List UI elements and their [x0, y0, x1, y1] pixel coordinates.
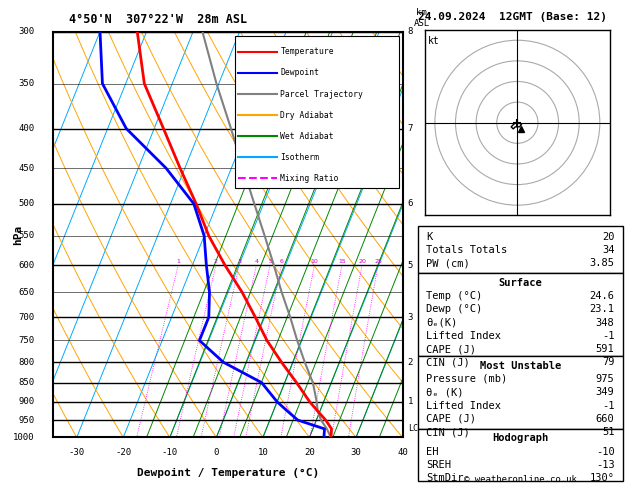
Text: Dewpoint: Dewpoint [281, 69, 320, 77]
Text: -1: -1 [602, 331, 615, 341]
Text: CAPE (J): CAPE (J) [426, 414, 476, 424]
Text: SREH: SREH [426, 460, 452, 470]
Bar [418, 273, 623, 356]
Text: 20: 20 [358, 259, 366, 264]
Text: 600: 600 [18, 260, 34, 270]
Text: 400: 400 [18, 124, 34, 133]
Text: kt: kt [428, 35, 440, 46]
Text: 10: 10 [311, 259, 318, 264]
Text: 24.09.2024  12GMT (Base: 12): 24.09.2024 12GMT (Base: 12) [418, 12, 607, 22]
Text: Lifted Index: Lifted Index [426, 400, 501, 411]
Bar [235, 35, 399, 188]
Text: 591: 591 [596, 344, 615, 354]
Text: 40: 40 [397, 448, 408, 456]
Text: -10: -10 [162, 448, 178, 456]
Text: 0: 0 [214, 448, 219, 456]
Text: EH: EH [426, 447, 439, 457]
Text: 650: 650 [18, 288, 34, 296]
Text: Wet Adiabat: Wet Adiabat [281, 132, 334, 141]
Text: CIN (J): CIN (J) [426, 357, 470, 367]
Text: -20: -20 [115, 448, 131, 456]
Text: 34: 34 [602, 245, 615, 255]
Text: Dewp (°C): Dewp (°C) [426, 304, 482, 314]
Text: Temperature: Temperature [281, 47, 334, 56]
Text: 7: 7 [408, 124, 413, 133]
Bar [418, 226, 623, 273]
Text: θₑ (K): θₑ (K) [426, 387, 464, 397]
Text: 348: 348 [596, 317, 615, 328]
Text: Dry Adiabat: Dry Adiabat [281, 111, 334, 120]
Text: 349: 349 [596, 387, 615, 397]
Text: -30: -30 [69, 448, 85, 456]
Text: 3.85: 3.85 [589, 259, 615, 268]
Text: 20: 20 [304, 448, 315, 456]
Text: 4: 4 [254, 259, 259, 264]
Text: Lifted Index: Lifted Index [426, 331, 501, 341]
Text: 800: 800 [18, 358, 34, 367]
Text: 850: 850 [18, 378, 34, 387]
Text: 550: 550 [18, 231, 34, 241]
Text: 15: 15 [338, 259, 346, 264]
Text: Temp (°C): Temp (°C) [426, 291, 482, 301]
Text: 25: 25 [374, 259, 382, 264]
Bar [418, 356, 623, 429]
Text: 6: 6 [408, 199, 413, 208]
Text: Mixing Ratio: Mixing Ratio [281, 174, 339, 183]
Text: -10: -10 [596, 447, 615, 457]
Text: 500: 500 [18, 199, 34, 208]
Bar [418, 429, 623, 481]
Text: -13: -13 [596, 460, 615, 470]
Text: 300: 300 [18, 27, 34, 36]
Text: 5: 5 [268, 259, 272, 264]
Text: 6: 6 [279, 259, 283, 264]
Text: © weatheronline.co.uk: © weatheronline.co.uk [464, 474, 577, 484]
Text: 975: 975 [596, 374, 615, 384]
Text: Isotherm: Isotherm [281, 153, 320, 162]
Text: 5: 5 [408, 260, 413, 270]
Text: 3: 3 [237, 259, 241, 264]
Text: Dewpoint / Temperature (°C): Dewpoint / Temperature (°C) [137, 468, 319, 478]
Text: 750: 750 [18, 336, 34, 345]
Text: Pressure (mb): Pressure (mb) [426, 374, 508, 384]
Text: 950: 950 [18, 416, 34, 425]
Text: Hodograph: Hodograph [493, 434, 548, 443]
Text: Totals Totals: Totals Totals [426, 245, 508, 255]
Text: Parcel Trajectory: Parcel Trajectory [281, 89, 364, 99]
Text: km
ASL: km ASL [414, 8, 430, 28]
Text: CAPE (J): CAPE (J) [426, 344, 476, 354]
Text: hPa: hPa [14, 225, 23, 244]
Text: CIN (J): CIN (J) [426, 427, 470, 437]
Text: Mixing Ratio (g/kg): Mixing Ratio (g/kg) [443, 244, 452, 347]
Text: 2: 2 [214, 259, 218, 264]
Text: 1: 1 [408, 398, 413, 406]
Text: 450: 450 [18, 164, 34, 173]
Text: 30: 30 [350, 448, 362, 456]
Text: 660: 660 [596, 414, 615, 424]
Text: 4°50'N  307°22'W  28m ASL: 4°50'N 307°22'W 28m ASL [69, 13, 247, 25]
Text: 51: 51 [602, 427, 615, 437]
Text: -1: -1 [602, 400, 615, 411]
Text: Surface: Surface [499, 278, 542, 288]
Text: 1: 1 [176, 259, 180, 264]
Text: 130°: 130° [589, 473, 615, 483]
Text: StmDir: StmDir [426, 473, 464, 483]
Text: 8: 8 [408, 27, 413, 36]
Text: PW (cm): PW (cm) [426, 259, 470, 268]
Text: 10: 10 [257, 448, 269, 456]
Text: 700: 700 [18, 312, 34, 322]
Text: Most Unstable: Most Unstable [480, 361, 561, 371]
Text: 23.1: 23.1 [589, 304, 615, 314]
Text: 24.6: 24.6 [589, 291, 615, 301]
Text: 2: 2 [408, 358, 413, 367]
Text: 3: 3 [408, 312, 413, 322]
Text: θₑ(K): θₑ(K) [426, 317, 458, 328]
Text: 1000: 1000 [13, 433, 34, 442]
Text: 900: 900 [18, 398, 34, 406]
Text: 350: 350 [18, 79, 34, 88]
Text: 79: 79 [602, 357, 615, 367]
Text: 20: 20 [602, 232, 615, 242]
Text: K: K [426, 232, 433, 242]
Text: LCL: LCL [408, 424, 423, 434]
